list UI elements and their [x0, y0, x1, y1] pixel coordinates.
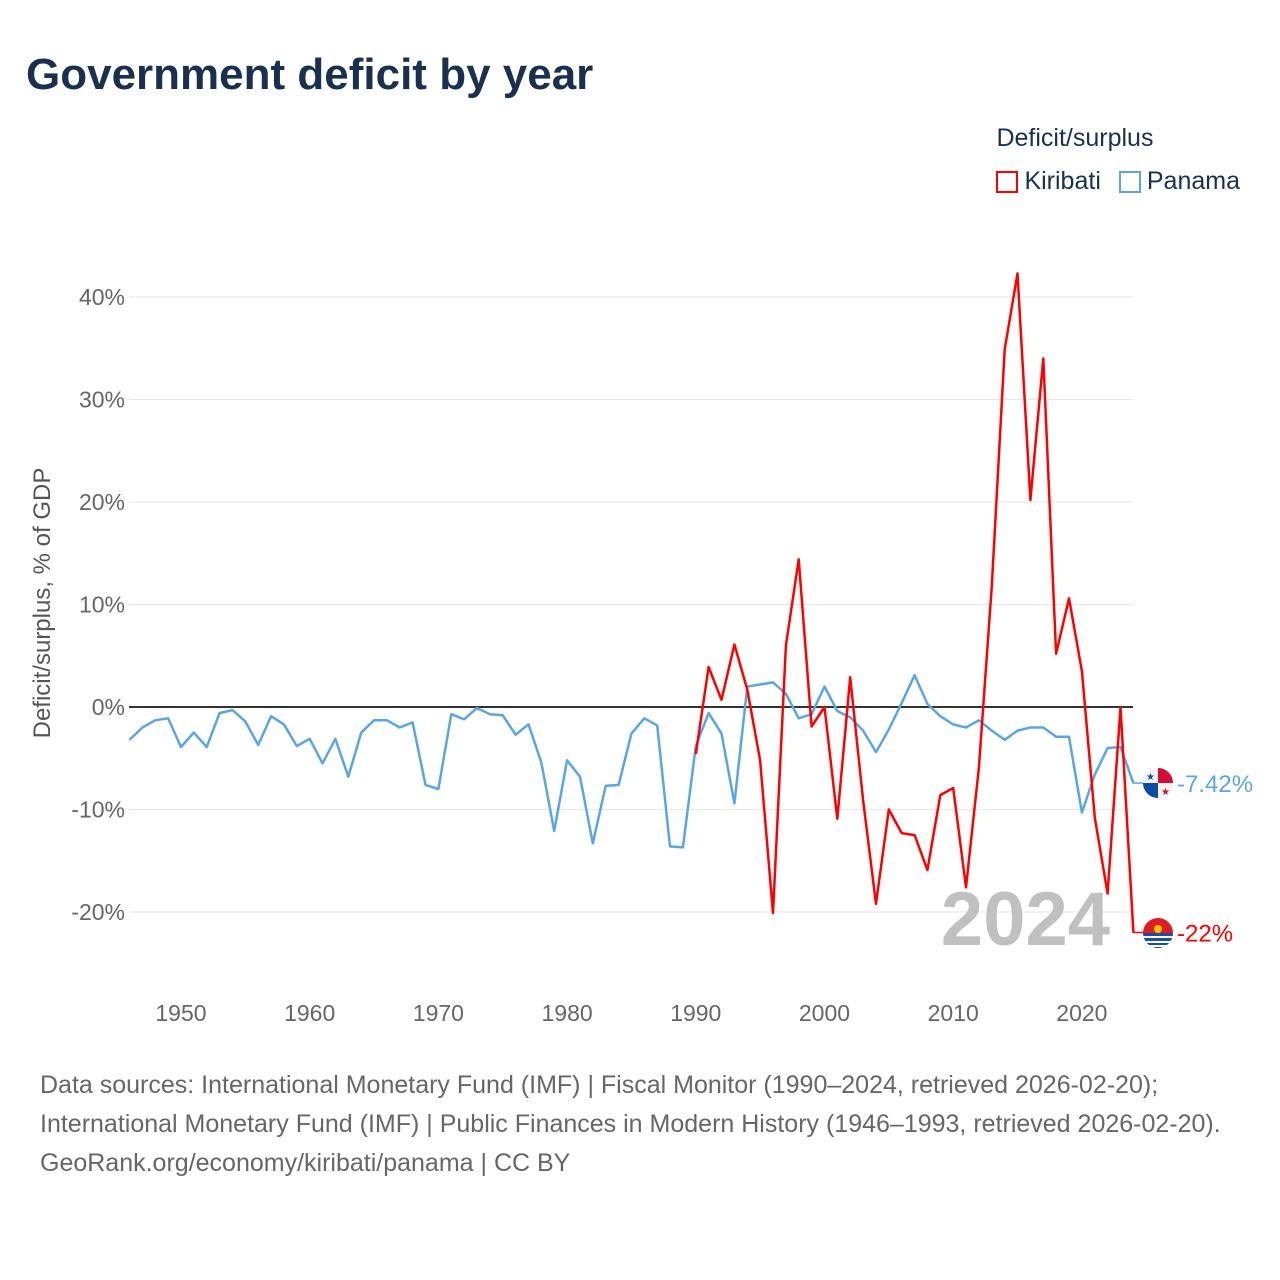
- y-tick-label: -20%: [71, 899, 125, 925]
- credit-link[interactable]: GeoRank.org/economy/kiribati/panama | CC…: [40, 1149, 571, 1177]
- chart-area: -20% -10% 0% 10% 20% 30% 40% 1950 1960 1970 1980 19…: [29, 272, 1253, 1026]
- y-tick-label: 20%: [79, 489, 125, 515]
- legend-swatch-kiribati: [996, 170, 1019, 193]
- panama-flag-icon: ★★: [1143, 768, 1173, 798]
- legend-label: Kiribati: [1024, 167, 1101, 195]
- x-tick-label: 1960: [284, 1000, 335, 1026]
- x-tick-label: 2000: [799, 1000, 850, 1026]
- x-tick-label: 1950: [155, 1000, 206, 1026]
- svg-text:★: ★: [1161, 787, 1170, 798]
- end-label-kiribati: -22%: [1177, 921, 1233, 948]
- kiribati-flag-icon: [1143, 918, 1173, 948]
- y-tick-label: -10%: [71, 797, 125, 823]
- x-tick-label: 1990: [670, 1000, 721, 1026]
- x-tick-label: 1970: [413, 1000, 464, 1026]
- legend-item-panama[interactable]: Panama: [1118, 167, 1240, 196]
- data-sources: Data sources: International Monetary Fun…: [40, 1071, 1221, 1138]
- legend-swatch-panama: [1118, 170, 1141, 193]
- legend-title: Deficit/surplus: [996, 124, 1154, 152]
- y-tick-label: 10%: [79, 592, 125, 618]
- series-line-panama[interactable]: [128, 673, 1135, 849]
- svg-text:★: ★: [1146, 772, 1155, 783]
- year-watermark: 2024: [941, 877, 1110, 962]
- y-tick-label: 40%: [79, 284, 125, 310]
- x-tick-label: 2010: [928, 1000, 979, 1026]
- y-axis-label: Deficit/surplus, % of GDP: [29, 468, 56, 739]
- end-label-panama: -7.42%: [1177, 771, 1253, 798]
- legend-label: Panama: [1146, 167, 1240, 195]
- footer: Data sources: International Monetary Fun…: [40, 1066, 1240, 1183]
- y-tick-label: 30%: [79, 387, 125, 413]
- y-tick-label: 0%: [92, 694, 125, 720]
- series-line-kiribati[interactable]: [694, 272, 1135, 933]
- x-tick-label: 1980: [541, 1000, 592, 1026]
- x-tick-label: 2020: [1056, 1000, 1107, 1026]
- legend-item-kiribati[interactable]: Kiribati: [996, 167, 1101, 196]
- legend: Deficit/surplus Kiribati Panama: [996, 124, 1240, 196]
- chart-title: Government deficit by year: [26, 50, 594, 99]
